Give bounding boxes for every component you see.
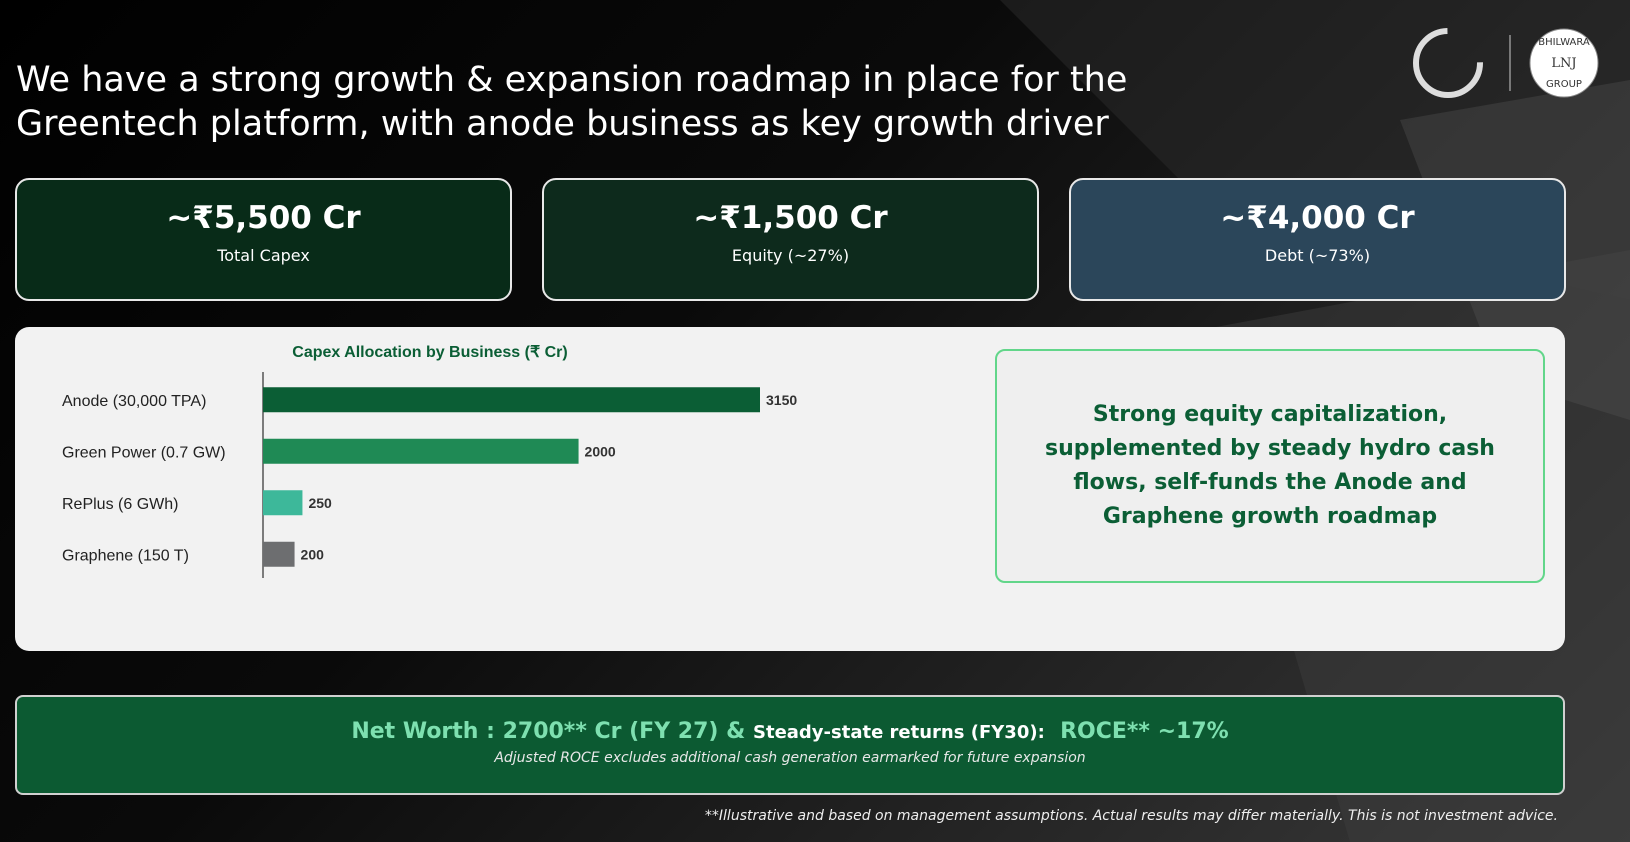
summary-note: Adjusted ROCE excludes additional cash g…	[494, 750, 1086, 766]
logo-text: LNJ	[1551, 56, 1576, 71]
logo-text: GROUP	[1546, 79, 1582, 90]
card: ~₹4,000 Cr Debt (~73%)	[1069, 178, 1566, 301]
chart-title: Capex Allocation by Business (₹ Cr)	[292, 344, 567, 361]
card-label: Total Capex	[217, 246, 310, 265]
card-label: Debt (~73%)	[1264, 246, 1371, 265]
card-label: Equity (~27%)	[731, 246, 850, 265]
title-line: Greentech platform, with anode business …	[16, 104, 1109, 144]
value-label: 250	[308, 495, 332, 511]
category-label: RePlus (6 GWh)	[62, 496, 178, 513]
bar	[263, 541, 295, 567]
summary-text: Net Worth : 2700** Cr (FY 27) &	[351, 719, 746, 744]
chart: Capex Allocation by Business (₹ Cr) Anod…	[62, 344, 797, 578]
bar	[263, 438, 579, 464]
logo-mark	[1413, 28, 1483, 98]
summary-text: ROCE** ~17%	[1060, 719, 1229, 744]
card-value: ~₹4,000 Cr	[1220, 200, 1415, 236]
card: ~₹5,500 Cr Total Capex	[15, 178, 512, 301]
title: We have a strong growth & expansion road…	[16, 58, 1127, 146]
card: ~₹1,500 Cr Equity (~27%)	[542, 178, 1039, 301]
value-label: 3150	[766, 392, 797, 408]
card-value: ~₹5,500 Cr	[166, 200, 361, 236]
logos: BHILWARA LNJ GROUP	[1413, 28, 1599, 98]
category-label: Anode (30,000 TPA)	[62, 393, 206, 410]
logo-badge	[1529, 28, 1599, 98]
title-line: We have a strong growth & expansion road…	[16, 60, 1128, 100]
summary-main: Net Worth : 2700** Cr (FY 27) & Steady-s…	[17, 719, 1563, 744]
category-label: Green Power (0.7 GW)	[62, 444, 226, 461]
summary-text: Steady-state returns (FY30):	[753, 722, 1045, 743]
footnote: **Illustrative and based on management a…	[704, 808, 1558, 824]
category-label: Graphene (150 T)	[62, 547, 189, 564]
bar	[263, 490, 303, 516]
bar	[263, 387, 760, 413]
value-label: 200	[301, 546, 325, 562]
value-label: 2000	[585, 443, 616, 459]
callout: Strong equity capitalization, supplement…	[995, 349, 1545, 583]
logo-text: BHILWARA	[1538, 37, 1590, 48]
card-value: ~₹1,500 Cr	[693, 200, 888, 236]
summary-bar: Net Worth : 2700** Cr (FY 27) & Steady-s…	[15, 695, 1565, 795]
